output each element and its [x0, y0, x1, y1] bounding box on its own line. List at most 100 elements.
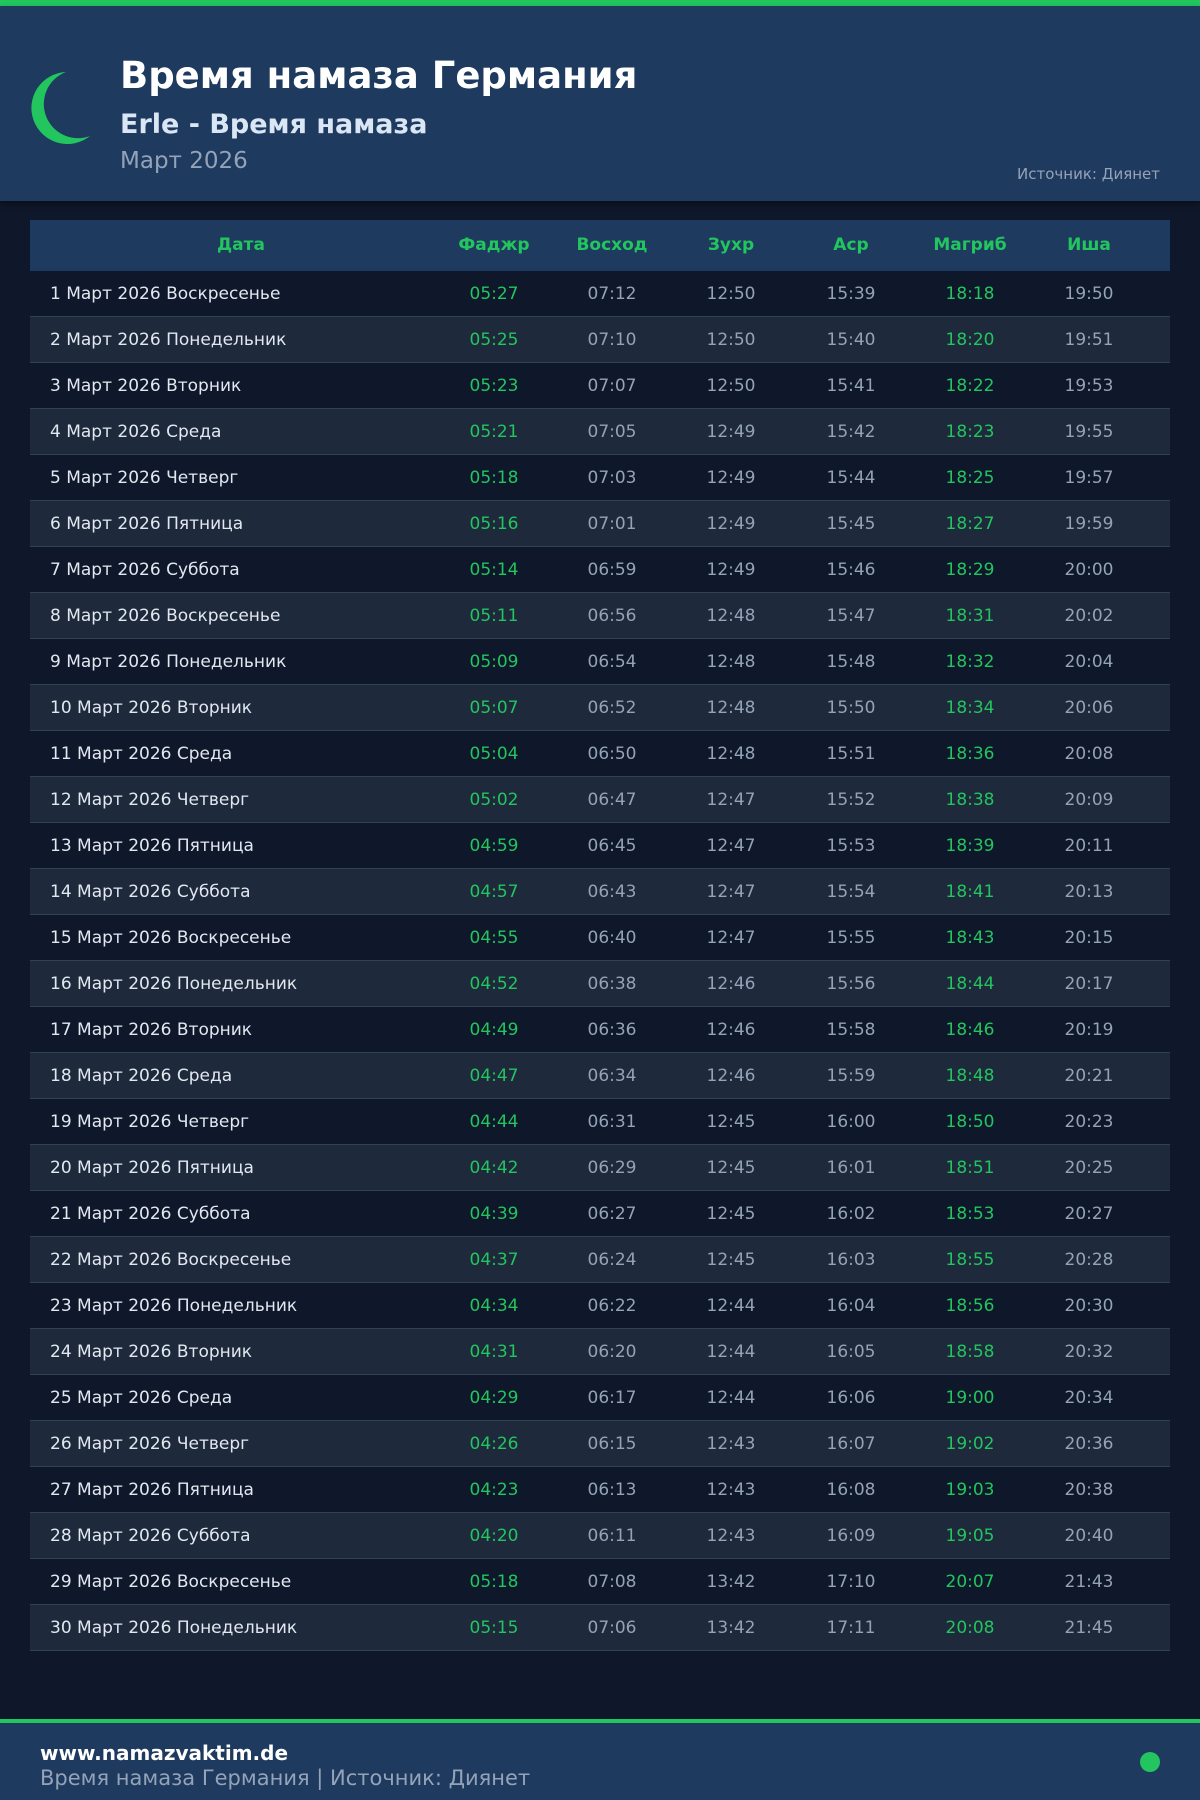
cell-dhuhr: 12:43: [706, 1480, 756, 1500]
cell-asr: 15:54: [826, 882, 876, 902]
source-label: Источник: Диянет: [1017, 165, 1160, 183]
cell-asr: 16:04: [826, 1296, 876, 1316]
table-row: 7 Март 2026 Суббота 05:14 06:59 12:49 15:46 1…: [30, 547, 1170, 593]
column-header-dhuhr: Зухр: [707, 235, 755, 255]
cell-sunrise: 07:06: [587, 1618, 637, 1638]
cell-dhuhr: 12:45: [706, 1204, 756, 1224]
cell-maghrib: 18:46: [945, 1020, 995, 1040]
table-row: 26 Март 2026 Четверг 04:26 06:15 12:43 16:07…: [30, 1421, 1170, 1467]
cell-isha: 20:21: [1064, 1066, 1114, 1086]
cell-sunrise: 06:20: [587, 1342, 637, 1362]
cell-date: 20 Март 2026 Пятница: [50, 1158, 254, 1178]
cell-sunrise: 06:38: [587, 974, 637, 994]
month-label: Март 2026: [120, 148, 248, 174]
table-row: 8 Март 2026 Воскресенье 05:11 06:56 12:48 15…: [30, 593, 1170, 639]
table-row: 15 Март 2026 Воскресенье 04:55 06:40 12:47 1…: [30, 915, 1170, 961]
table-row: 12 Март 2026 Четверг 05:02 06:47 12:47 15:52…: [30, 777, 1170, 823]
cell-date: 30 Март 2026 Понедельник: [50, 1618, 298, 1638]
cell-isha: 20:32: [1064, 1342, 1114, 1362]
cell-maghrib: 18:36: [945, 744, 995, 764]
column-header-fajr: Фаджр: [458, 235, 530, 255]
cell-date: 4 Март 2026 Среда: [50, 422, 222, 442]
cell-date: 23 Март 2026 Понедельник: [50, 1296, 298, 1316]
cell-sunrise: 06:52: [587, 698, 637, 718]
cell-dhuhr: 12:45: [706, 1112, 756, 1132]
site-link[interactable]: www.namazvaktim.de: [40, 1741, 289, 1765]
cell-maghrib: 18:55: [945, 1250, 995, 1270]
cell-dhuhr: 12:50: [706, 284, 756, 304]
column-header-isha: Иша: [1067, 235, 1111, 255]
cell-date: 15 Март 2026 Воскресенье: [50, 928, 292, 948]
cell-dhuhr: 12:49: [706, 468, 756, 488]
table-row: 18 Март 2026 Среда 04:47 06:34 12:46 15:59 18…: [30, 1053, 1170, 1099]
cell-maghrib: 18:32: [945, 652, 995, 672]
cell-asr: 15:46: [826, 560, 876, 580]
cell-sunrise: 06:56: [587, 606, 637, 626]
cell-date: 6 Март 2026 Пятница: [50, 514, 244, 534]
table-row: 23 Март 2026 Понедельник 04:34 06:22 12:44 1…: [30, 1283, 1170, 1329]
cell-fajr: 05:16: [469, 514, 519, 534]
cell-asr: 15:55: [826, 928, 876, 948]
cell-dhuhr: 12:48: [706, 606, 756, 626]
cell-fajr: 04:23: [469, 1480, 519, 1500]
cell-sunrise: 06:22: [587, 1296, 637, 1316]
cell-maghrib: 18:41: [945, 882, 995, 902]
cell-maghrib: 18:25: [945, 468, 995, 488]
cell-sunrise: 06:31: [587, 1112, 637, 1132]
cell-dhuhr: 12:49: [706, 422, 756, 442]
cell-fajr: 04:55: [469, 928, 519, 948]
cell-isha: 19:50: [1064, 284, 1114, 304]
cell-dhuhr: 12:49: [706, 560, 756, 580]
cell-asr: 15:47: [826, 606, 876, 626]
cell-fajr: 04:37: [469, 1250, 519, 1270]
cell-maghrib: 18:34: [945, 698, 995, 718]
table-row: 30 Март 2026 Понедельник 05:15 07:06 13:42 1…: [30, 1605, 1170, 1651]
cell-dhuhr: 12:44: [706, 1388, 756, 1408]
cell-date: 24 Март 2026 Вторник: [50, 1342, 253, 1362]
cell-maghrib: 19:03: [945, 1480, 995, 1500]
cell-maghrib: 18:39: [945, 836, 995, 856]
table-row: 28 Март 2026 Суббота 04:20 06:11 12:43 16:09…: [30, 1513, 1170, 1559]
cell-fajr: 05:18: [469, 1572, 519, 1592]
cell-date: 10 Март 2026 Вторник: [50, 698, 253, 718]
cell-date: 19 Март 2026 Четверг: [50, 1112, 250, 1132]
cell-asr: 17:11: [826, 1618, 876, 1638]
column-header-date: Дата: [217, 235, 265, 255]
cell-date: 13 Март 2026 Пятница: [50, 836, 254, 856]
page-subtitle: Erle - Время намаза: [120, 109, 428, 140]
cell-asr: 15:44: [826, 468, 876, 488]
cell-maghrib: 18:56: [945, 1296, 995, 1316]
table-row: 11 Март 2026 Среда 05:04 06:50 12:48 15:51 18…: [30, 731, 1170, 777]
cell-asr: 15:48: [826, 652, 876, 672]
cell-maghrib: 20:08: [945, 1618, 995, 1638]
cell-isha: 20:13: [1064, 882, 1114, 902]
cell-isha: 20:36: [1064, 1434, 1114, 1454]
cell-date: 28 Март 2026 Суббота: [50, 1526, 251, 1546]
cell-sunrise: 07:01: [587, 514, 637, 534]
cell-dhuhr: 12:44: [706, 1342, 756, 1362]
cell-isha: 19:57: [1064, 468, 1114, 488]
cell-fajr: 05:25: [469, 330, 519, 350]
cell-asr: 16:09: [826, 1526, 876, 1546]
green-dot-icon: [1140, 1752, 1160, 1772]
cell-isha: 20:02: [1064, 606, 1114, 626]
cell-isha: 20:25: [1064, 1158, 1114, 1178]
cell-date: 5 Март 2026 Четверг: [50, 468, 239, 488]
column-header-sunrise: Восход: [576, 235, 648, 255]
cell-dhuhr: 12:47: [706, 882, 756, 902]
page-header: Время намаза Германия Erle - Время намаз…: [0, 6, 1200, 201]
cell-fajr: 05:11: [469, 606, 519, 626]
cell-isha: 20:27: [1064, 1204, 1114, 1224]
table-row: 9 Март 2026 Понедельник 05:09 06:54 12:48 15…: [30, 639, 1170, 685]
cell-date: 12 Март 2026 Четверг: [50, 790, 250, 810]
cell-dhuhr: 12:43: [706, 1526, 756, 1546]
cell-isha: 20:11: [1064, 836, 1114, 856]
cell-isha: 20:40: [1064, 1526, 1114, 1546]
cell-isha: 20:30: [1064, 1296, 1114, 1316]
cell-asr: 16:01: [826, 1158, 876, 1178]
page-title: Время намаза Германия: [120, 54, 638, 97]
cell-dhuhr: 12:47: [706, 790, 756, 810]
cell-asr: 17:10: [826, 1572, 876, 1592]
cell-isha: 19:53: [1064, 376, 1114, 396]
prayer-times-table: Дата Фаджр Восход Зухр Аср Магриб Иша 1 Март 2…: [30, 220, 1170, 1651]
